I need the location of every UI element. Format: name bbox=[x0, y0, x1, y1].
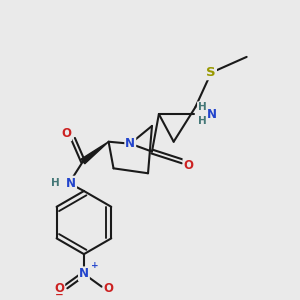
Text: N: N bbox=[125, 137, 135, 150]
Text: N: N bbox=[66, 177, 76, 190]
Text: H: H bbox=[51, 178, 60, 188]
Text: H: H bbox=[198, 102, 207, 112]
Text: O: O bbox=[103, 282, 114, 295]
Text: −: − bbox=[55, 290, 64, 299]
Text: O: O bbox=[184, 159, 194, 172]
Text: S: S bbox=[206, 66, 216, 79]
Text: O: O bbox=[61, 127, 71, 140]
Text: O: O bbox=[54, 282, 64, 295]
Text: H: H bbox=[198, 116, 207, 126]
Text: +: + bbox=[91, 261, 98, 270]
Text: N: N bbox=[79, 267, 89, 280]
Polygon shape bbox=[81, 142, 109, 164]
Text: N: N bbox=[207, 108, 217, 121]
